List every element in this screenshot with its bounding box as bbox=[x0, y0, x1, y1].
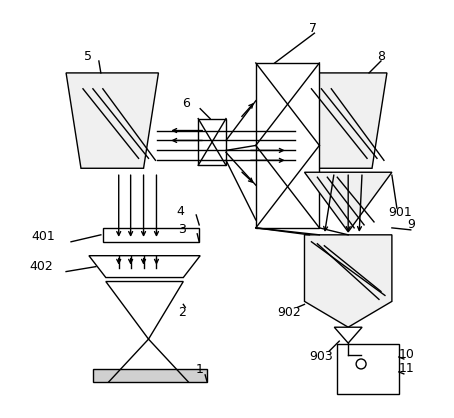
Text: 8: 8 bbox=[377, 49, 385, 63]
Text: 7: 7 bbox=[310, 22, 317, 35]
Bar bbox=[103, 228, 199, 242]
Polygon shape bbox=[66, 73, 158, 168]
Polygon shape bbox=[334, 327, 362, 343]
Polygon shape bbox=[106, 281, 183, 339]
Polygon shape bbox=[295, 73, 387, 168]
Text: 902: 902 bbox=[278, 306, 301, 319]
Text: 9: 9 bbox=[407, 218, 415, 232]
Polygon shape bbox=[89, 256, 200, 278]
Bar bbox=[256, 63, 319, 228]
Text: 402: 402 bbox=[30, 260, 53, 273]
Polygon shape bbox=[305, 235, 392, 327]
Bar bbox=[337, 344, 399, 394]
Text: 1: 1 bbox=[195, 363, 203, 377]
Text: 901: 901 bbox=[388, 206, 412, 219]
Text: 903: 903 bbox=[310, 349, 333, 362]
Text: 10: 10 bbox=[399, 347, 415, 361]
Text: 5: 5 bbox=[84, 49, 92, 63]
Text: 2: 2 bbox=[178, 306, 186, 319]
Text: 4: 4 bbox=[176, 206, 184, 219]
Bar bbox=[93, 369, 207, 382]
Text: 3: 3 bbox=[178, 223, 186, 236]
Text: 401: 401 bbox=[31, 230, 55, 243]
Text: 6: 6 bbox=[183, 97, 190, 110]
Polygon shape bbox=[305, 172, 392, 232]
Text: 11: 11 bbox=[399, 362, 415, 375]
Bar bbox=[198, 119, 226, 165]
